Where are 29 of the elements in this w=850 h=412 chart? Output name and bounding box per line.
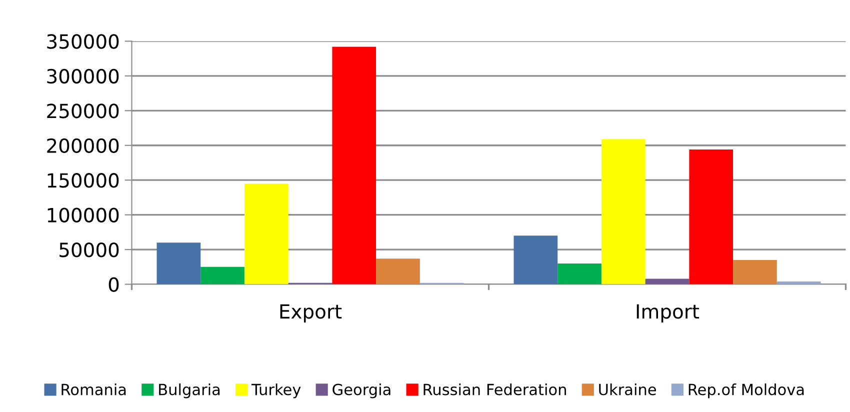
bar [376,258,420,284]
y-tick-label: 150000 [48,173,119,188]
bar [733,260,777,284]
y-tick-label: 100000 [48,208,119,222]
y-tick-label: 50000 [60,242,119,258]
bar [601,139,646,284]
legend-label: Rep.of Moldova [688,383,804,398]
legend-label: Russian Federation [424,383,566,396]
bar [200,266,244,284]
legend-label: Turkey [251,383,301,398]
bar [645,278,690,284]
legend-label: Romania [62,383,126,396]
bar [244,184,288,284]
bar [558,263,602,284]
legend-label: Bulgaria [159,383,220,398]
y-tick-label: 250000 [47,104,119,118]
y-tick-label: 300000 [47,68,119,84]
legend-label: Ukraine [599,383,656,396]
bar [332,46,376,284]
legend-label: Georgia [332,383,390,398]
bar [689,150,734,284]
bar [776,282,821,284]
y-tick-label: 0 [108,277,119,292]
bar [156,242,201,284]
y-tick-label: 350000 [47,34,119,49]
bar [514,236,558,284]
x-tick-label: Export [280,304,342,323]
x-tick-label: Import [636,304,700,323]
y-tick-label: 200000 [47,138,119,154]
